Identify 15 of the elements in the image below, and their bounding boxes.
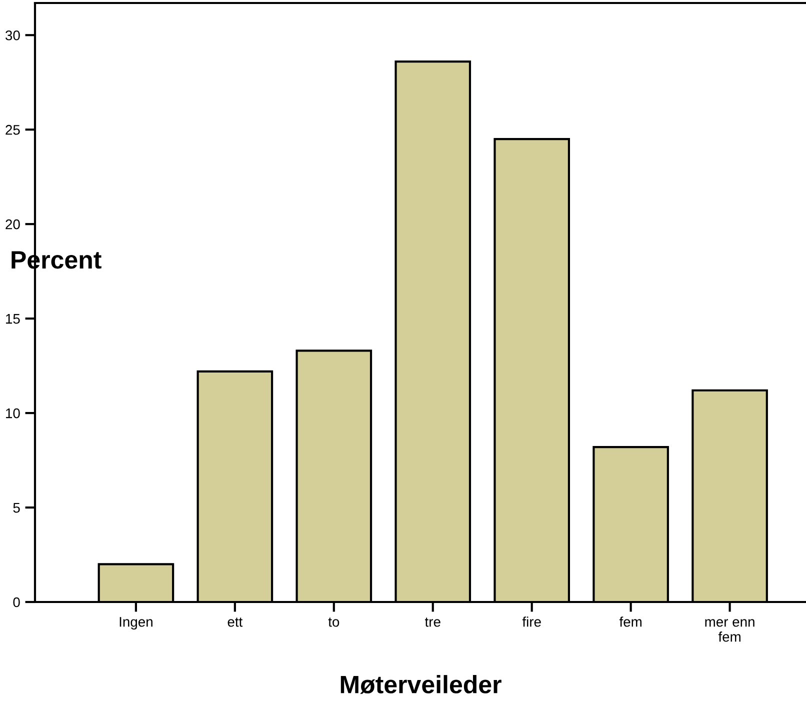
y-tick-label: 25 xyxy=(6,124,20,135)
x-tick-label: to xyxy=(328,618,340,627)
y-tick-label: 20 xyxy=(6,219,20,230)
x-tick-label: Ingen xyxy=(120,617,152,630)
x-tick-label: ett xyxy=(228,618,243,627)
y-tick-label: 0 xyxy=(13,597,20,608)
x-axis-title: Møterveileder xyxy=(340,675,502,694)
x-tick-label: fire xyxy=(522,616,541,627)
y-tick-label: 30 xyxy=(6,30,20,40)
y-tick-label: 10 xyxy=(6,408,20,418)
x-tick-label: tre xyxy=(424,618,440,627)
x-tick-label: fem xyxy=(619,616,642,627)
x-tick-label: mer enn fem xyxy=(705,619,754,642)
y-tick-label: 15 xyxy=(6,314,20,324)
y-tick-label: 5 xyxy=(13,503,20,513)
